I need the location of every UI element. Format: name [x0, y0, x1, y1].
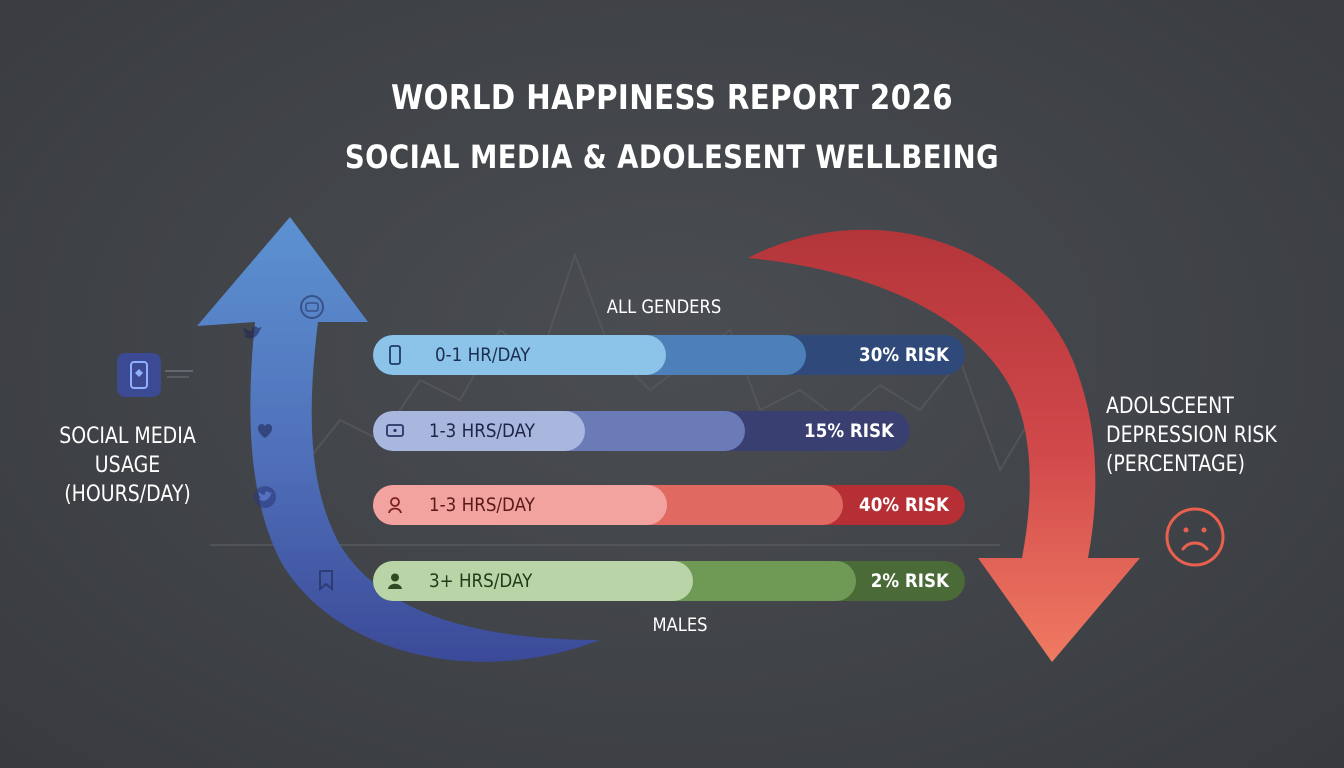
- group-label-all-genders: ALL GENDERS: [606, 296, 722, 318]
- chart-title: WORLD HAPPINESS REPORT 2026: [390, 78, 954, 118]
- risk-down-arrow: [748, 229, 1140, 662]
- bar-row: 1-3 HRS/DAY 15% RISK: [373, 411, 910, 451]
- right-axis-label-line: (PERCENTAGE): [1106, 452, 1245, 477]
- bar-usage-segment: [373, 485, 667, 525]
- twitter-icon: [254, 486, 276, 508]
- bar-category-label: 3+ HRS/DAY: [429, 570, 533, 592]
- bar-category-label: 1-3 HRS/DAY: [429, 420, 535, 442]
- bar-row: 3+ HRS/DAY 2% RISK: [373, 561, 965, 601]
- smartphone-icon: [383, 343, 407, 367]
- group-label-males: MALES: [652, 614, 708, 636]
- bar-value-label: 2% RISK: [870, 570, 949, 592]
- bar-value-label: 15% RISK: [804, 420, 894, 442]
- bar-category-label: 1-3 HRS/DAY: [429, 494, 535, 516]
- person-icon: [383, 493, 407, 517]
- bar-row: 0-1 HR/DAY 30% RISK: [373, 335, 965, 375]
- left-axis-label-line: SOCIAL MEDIA USAGE: [59, 424, 196, 478]
- bar-usage-segment: [373, 335, 666, 375]
- usage-up-arrow: [197, 217, 600, 662]
- smartphone-icon: [117, 353, 193, 397]
- title-block: WORLD HAPPINESS REPORT 2026 SOCIAL MEDIA…: [0, 78, 1344, 176]
- bookmark-icon: [319, 570, 333, 592]
- twitter-icon: [243, 326, 262, 339]
- user-icon: [383, 569, 407, 593]
- bar-category-label: 0-1 HR/DAY: [435, 344, 531, 366]
- right-axis-label-line: DEPRESSION RISK: [1106, 423, 1277, 448]
- right-axis-label: ADOLSCEENT DEPRESSION RISK (PERCENTAGE): [1106, 392, 1278, 479]
- bar-value-label: 40% RISK: [859, 494, 949, 516]
- right-axis-label-line: ADOLSCEENT: [1106, 394, 1234, 419]
- heart-icon: [257, 424, 273, 438]
- sad-face-icon: [1165, 507, 1225, 567]
- left-axis-label: SOCIAL MEDIA USAGE (HOURS/DAY): [35, 422, 220, 509]
- bar-row: 1-3 HRS/DAY 40% RISK: [373, 485, 965, 525]
- bar-usage-segment: [373, 561, 693, 601]
- youtube-icon: [300, 295, 324, 319]
- bar-value-label: 30% RISK: [859, 344, 949, 366]
- tv-icon: [383, 419, 407, 443]
- chart-subtitle: SOCIAL MEDIA & ADOLESENT WELLBEING: [344, 138, 1000, 176]
- background-trend-line: [299, 251, 1031, 473]
- bar-usage-segment: [373, 411, 585, 451]
- left-axis-label-line: (HOURS/DAY): [64, 482, 191, 507]
